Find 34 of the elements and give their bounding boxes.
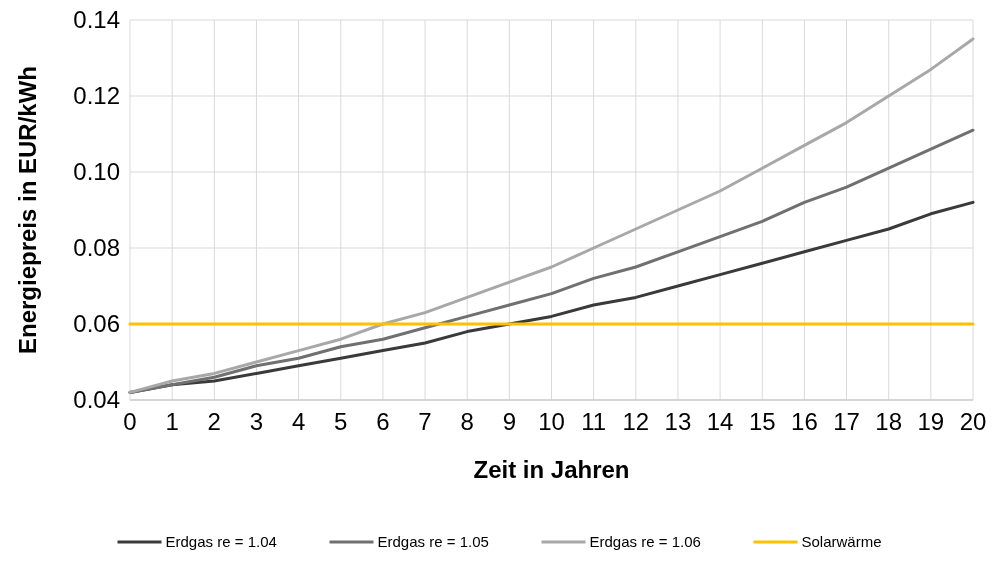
x-tick-label: 0 — [123, 408, 137, 435]
legend-label: Erdgas re = 1.06 — [589, 533, 701, 550]
x-tick-label: 8 — [460, 408, 474, 435]
x-tick-label: 13 — [664, 408, 692, 435]
x-tick-label: 16 — [791, 408, 818, 435]
x-tick-label: 3 — [249, 408, 264, 435]
x-tick-label: 11 — [581, 408, 607, 435]
y-tick-label: 0.06 — [73, 310, 120, 337]
x-tick-label: 17 — [833, 408, 860, 435]
x-tick-label: 5 — [334, 408, 348, 435]
x-tick-label: 19 — [917, 408, 945, 435]
legend-label: Erdgas re = 1.04 — [165, 533, 277, 550]
x-tick-label: 10 — [538, 408, 565, 435]
legend-label: Solarwärme — [801, 533, 882, 550]
y-axis-title: Energiepreis in EUR/kWh — [14, 65, 41, 355]
y-tick-label: 0.08 — [73, 234, 120, 261]
x-tick-label: 12 — [622, 408, 650, 435]
x-tick-label: 18 — [875, 408, 903, 435]
x-tick-label: 6 — [376, 408, 390, 435]
x-tick-label: 2 — [207, 408, 221, 435]
y-tick-label: 0.14 — [73, 6, 120, 33]
x-axis-title: Zeit in Jahren — [473, 456, 630, 483]
x-tick-label: 9 — [502, 408, 517, 435]
y-tick-label: 0.10 — [73, 158, 120, 185]
x-tick-label: 15 — [748, 408, 776, 435]
x-tick-label: 20 — [959, 408, 987, 435]
line-series — [128, 37, 975, 394]
y-tick-label: 0.04 — [73, 386, 120, 413]
legend-label: Erdgas re = 1.05 — [377, 533, 489, 550]
x-tick-label: 14 — [706, 408, 734, 435]
x-tick-label: 4 — [291, 408, 306, 435]
y-tick-label: 0.12 — [73, 82, 120, 109]
x-tick-label: 1 — [165, 408, 179, 435]
x-tick-label: 7 — [418, 408, 432, 435]
